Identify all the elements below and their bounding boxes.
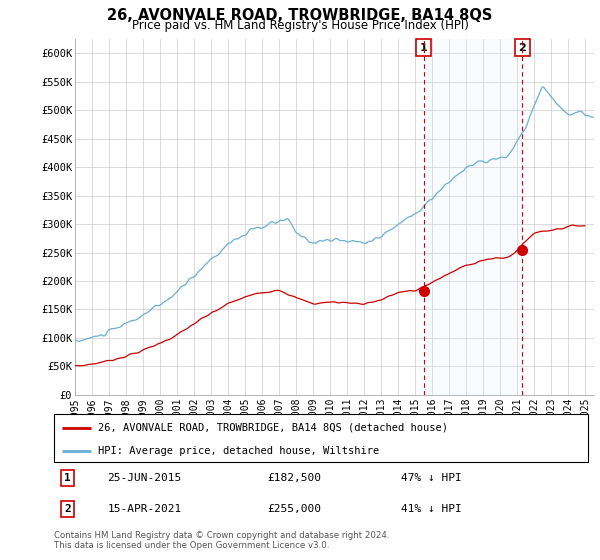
Text: 2: 2	[64, 504, 71, 514]
Text: 15-APR-2021: 15-APR-2021	[107, 504, 182, 514]
Text: £255,000: £255,000	[268, 504, 322, 514]
Text: Price paid vs. HM Land Registry's House Price Index (HPI): Price paid vs. HM Land Registry's House …	[131, 19, 469, 32]
Text: 1: 1	[420, 43, 428, 53]
Text: 1: 1	[64, 473, 71, 483]
Text: 41% ↓ HPI: 41% ↓ HPI	[401, 504, 462, 514]
Text: HPI: Average price, detached house, Wiltshire: HPI: Average price, detached house, Wilt…	[98, 446, 379, 456]
Text: 2: 2	[518, 43, 526, 53]
Text: 25-JUN-2015: 25-JUN-2015	[107, 473, 182, 483]
Text: 47% ↓ HPI: 47% ↓ HPI	[401, 473, 462, 483]
Text: Contains HM Land Registry data © Crown copyright and database right 2024.
This d: Contains HM Land Registry data © Crown c…	[54, 531, 389, 550]
Text: £182,500: £182,500	[268, 473, 322, 483]
Text: 26, AVONVALE ROAD, TROWBRIDGE, BA14 8QS (detached house): 26, AVONVALE ROAD, TROWBRIDGE, BA14 8QS …	[98, 423, 448, 433]
Bar	[424, 39, 523, 395]
Text: 26, AVONVALE ROAD, TROWBRIDGE, BA14 8QS: 26, AVONVALE ROAD, TROWBRIDGE, BA14 8QS	[107, 8, 493, 24]
